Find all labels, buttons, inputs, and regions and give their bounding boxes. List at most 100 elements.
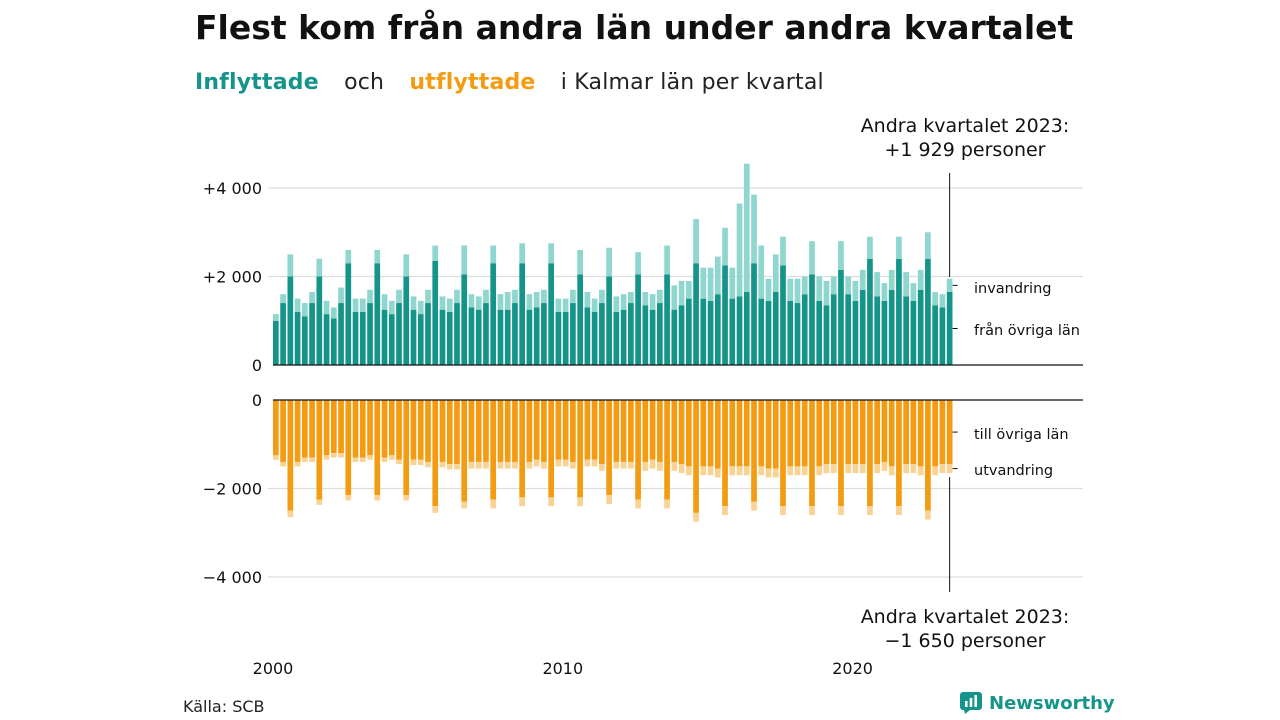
bar-fran-ovriga-lan xyxy=(758,298,765,365)
bar-till-ovriga-lan xyxy=(526,400,533,462)
bar-till-ovriga-lan xyxy=(678,400,685,465)
bar-utvandring xyxy=(896,506,902,516)
bar-till-ovriga-lan xyxy=(338,400,344,454)
bar-utvandring xyxy=(656,461,663,471)
bar-till-ovriga-lan xyxy=(425,400,431,462)
bar-till-ovriga-lan xyxy=(280,400,286,462)
bar-fran-ovriga-lan xyxy=(309,303,315,365)
bar-fran-ovriga-lan xyxy=(867,258,873,365)
bar-invandring xyxy=(504,291,511,310)
bar-utvandring xyxy=(388,455,395,460)
bar-till-ovriga-lan xyxy=(352,400,359,458)
bar-till-ovriga-lan xyxy=(599,400,605,465)
bar-till-ovriga-lan xyxy=(830,400,837,465)
bar-invandring xyxy=(678,280,685,306)
bar-fran-ovriga-lan xyxy=(700,298,707,365)
source-note: Källa: SCB xyxy=(183,697,265,716)
bar-till-ovriga-lan xyxy=(896,400,902,507)
bar-utvandring xyxy=(526,461,533,469)
bar-fran-ovriga-lan xyxy=(273,320,279,365)
bar-fran-ovriga-lan xyxy=(475,309,482,365)
bar-invandring xyxy=(388,300,395,315)
bar-till-ovriga-lan xyxy=(743,400,750,467)
annotation-bottom: Andra kvartalet 2023: −1 650 personer xyxy=(845,605,1085,653)
bar-till-ovriga-lan xyxy=(780,400,786,507)
bar-till-ovriga-lan xyxy=(570,400,576,462)
bar-invandring xyxy=(526,294,533,310)
bar-invandring xyxy=(533,291,540,308)
newsworthy-brand[interactable]: Newsworthy xyxy=(960,692,1115,714)
bar-invandring xyxy=(541,289,547,304)
bar-invandring xyxy=(722,227,728,266)
bar-till-ovriga-lan xyxy=(555,400,562,460)
bar-utvandring xyxy=(512,461,518,469)
bar-utvandring xyxy=(541,461,547,469)
bar-utvandring xyxy=(852,464,859,474)
bar-utvandring xyxy=(330,453,337,458)
bar-invandring xyxy=(417,300,424,315)
bar-fran-ovriga-lan xyxy=(678,305,685,365)
bar-utvandring xyxy=(584,459,591,467)
bar-fran-ovriga-lan xyxy=(548,263,555,365)
y-tick-label-upper: +2 000 xyxy=(203,268,262,287)
bar-utvandring xyxy=(714,468,721,478)
bar-utvandring xyxy=(374,495,381,501)
bar-fran-ovriga-lan xyxy=(396,303,402,365)
bar-utvandring xyxy=(417,459,424,466)
bar-fran-ovriga-lan xyxy=(903,296,910,365)
bar-utvandring xyxy=(700,466,707,476)
bar-till-ovriga-lan xyxy=(656,400,663,462)
bar-utvandring xyxy=(830,464,837,474)
bar-utvandring xyxy=(780,506,786,516)
bar-till-ovriga-lan xyxy=(309,400,315,458)
bar-fran-ovriga-lan xyxy=(743,291,750,365)
bar-fran-ovriga-lan xyxy=(338,303,344,365)
bar-fran-ovriga-lan xyxy=(613,311,620,365)
bar-utvandring xyxy=(628,461,634,469)
bar-fran-ovriga-lan xyxy=(888,289,895,365)
bar-invandring xyxy=(693,218,699,264)
bar-utvandring xyxy=(454,464,460,470)
bar-till-ovriga-lan xyxy=(628,400,634,462)
bar-utvandring xyxy=(758,466,765,476)
bar-till-ovriga-lan xyxy=(620,400,627,462)
bar-fran-ovriga-lan xyxy=(838,269,844,365)
bar-till-ovriga-lan xyxy=(446,400,453,465)
bar-utvandring xyxy=(787,466,794,476)
bar-utvandring xyxy=(497,461,504,469)
bar-till-ovriga-lan xyxy=(439,400,446,462)
bar-till-ovriga-lan xyxy=(707,400,714,467)
bar-fran-ovriga-lan xyxy=(555,311,562,365)
bar-till-ovriga-lan xyxy=(903,400,910,465)
bar-utvandring xyxy=(903,464,910,474)
legend-label-utvandring: utvandring xyxy=(974,463,1053,479)
bar-till-ovriga-lan xyxy=(823,400,830,465)
bar-invandring xyxy=(729,267,736,299)
bar-till-ovriga-lan xyxy=(845,400,852,465)
bar-till-ovriga-lan xyxy=(287,400,294,511)
bar-invandring xyxy=(555,298,562,312)
bar-invandring xyxy=(736,203,743,297)
bar-till-ovriga-lan xyxy=(794,400,801,467)
bar-utvandring xyxy=(323,455,330,460)
bar-till-ovriga-lan xyxy=(787,400,794,467)
bar-till-ovriga-lan xyxy=(468,400,475,462)
bar-utvandring xyxy=(765,468,772,478)
bar-invandring xyxy=(780,236,786,266)
bar-fran-ovriga-lan xyxy=(946,291,953,365)
bar-utvandring xyxy=(367,455,373,460)
bar-invandring xyxy=(280,294,286,304)
bar-invandring xyxy=(714,256,721,295)
bar-till-ovriga-lan xyxy=(323,400,330,456)
bar-invandring xyxy=(577,249,583,275)
bar-till-ovriga-lan xyxy=(367,400,373,456)
bar-invandring xyxy=(852,280,859,301)
bar-till-ovriga-lan xyxy=(874,400,881,465)
bar-fran-ovriga-lan xyxy=(729,298,736,365)
bar-till-ovriga-lan xyxy=(801,400,808,467)
chart-subtitle: Inflyttade och utflyttade i Kalmar län p… xyxy=(195,70,842,95)
bar-utvandring xyxy=(772,468,779,478)
bar-till-ovriga-lan xyxy=(736,400,743,467)
bar-utvandring xyxy=(888,466,895,476)
